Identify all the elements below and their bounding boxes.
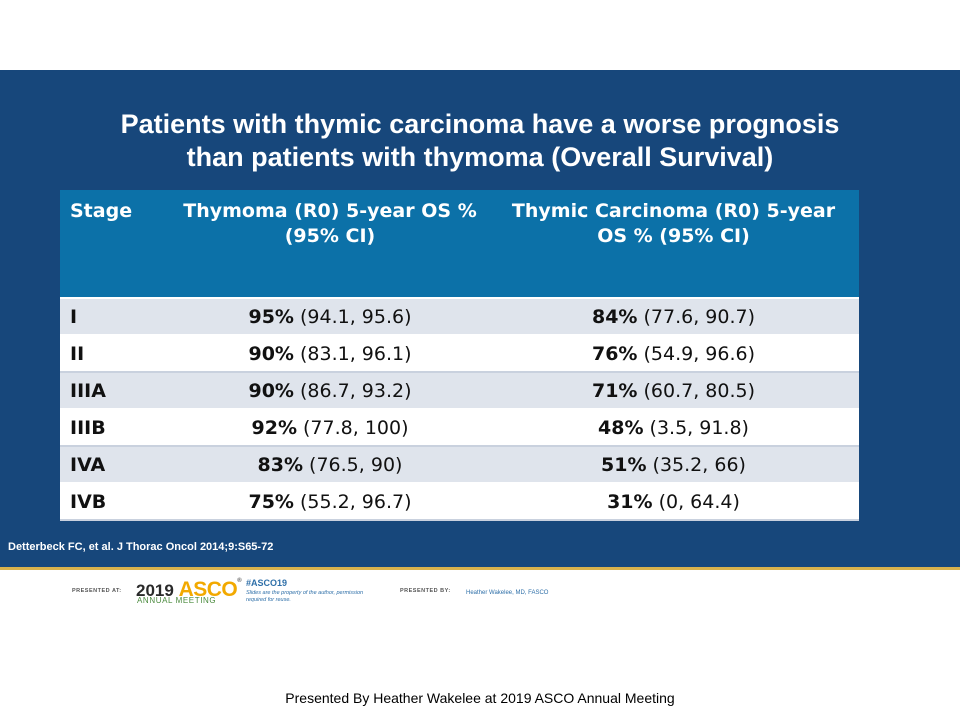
stage-cell: IVA [60,446,172,484]
asco-logo: 2019 ASCO® [136,578,242,602]
carcinoma-cell: 48% (3.5, 91.8) [488,409,859,447]
table-row: IIIA 90% (86.7, 93.2) 71% (60.7, 80.5) [60,372,859,410]
carcinoma-cell: 84% (77.6, 90.7) [488,298,859,336]
thymoma-percent: 90% [248,342,294,365]
carcinoma-ci: (54.9, 96.6) [637,342,756,365]
carcinoma-cell: 71% (60.7, 80.5) [488,372,859,410]
header-thymic-carcinoma: Thymic Carcinoma (R0) 5-year OS % (95% C… [488,190,859,299]
thymoma-ci: (94.1, 95.6) [293,305,412,328]
thymoma-cell: 92% (77.8, 100) [172,409,488,447]
carcinoma-cell: 51% (35.2, 66) [488,446,859,484]
citation: Detterbeck FC, et al. J Thorac Oncol 201… [8,541,274,553]
thymoma-ci: (77.8, 100) [296,416,409,439]
stage-cell: I [60,298,172,336]
carcinoma-ci: (77.6, 90.7) [637,305,756,328]
header-stage: Stage [60,190,172,299]
thymoma-cell: 75% (55.2, 96.7) [172,483,488,521]
thymoma-percent: 95% [248,305,294,328]
table-row: II 90% (83.1, 96.1) 76% (54.9, 96.6) [60,335,859,373]
table-row: IIIB 92% (77.8, 100) 48% (3.5, 91.8) [60,409,859,447]
table-row: IVA 83% (76.5, 90) 51% (35.2, 66) [60,446,859,484]
stage-cell: IIIB [60,409,172,447]
carcinoma-percent: 76% [591,342,638,365]
hashtag: #ASCO19 [246,578,288,588]
carcinoma-ci: (3.5, 91.8) [643,416,749,439]
carcinoma-ci: (60.7, 80.5) [637,379,756,402]
table-row: IVB 75% (55.2, 96.7) 31% (0, 64.4) [60,483,859,521]
presented-by-label: PRESENTED BY: [400,588,451,594]
carcinoma-percent: 71% [591,379,638,402]
slide-title: Patients with thymic carcinoma have a wo… [0,108,960,174]
presenter-name: Heather Wakelee, MD, FASCO [466,590,549,596]
caption: Presented By Heather Wakelee at 2019 ASC… [285,690,675,706]
thymoma-cell: 83% (76.5, 90) [172,446,488,484]
thymoma-ci: (86.7, 93.2) [293,379,412,402]
thymoma-ci: (76.5, 90) [303,453,403,476]
carcinoma-percent: 31% [607,490,653,513]
overall-survival-table: Stage Thymoma (R0) 5-year OS % (95% CI) … [60,190,859,521]
thymoma-cell: 90% (83.1, 96.1) [172,335,488,373]
carcinoma-cell: 31% (0, 64.4) [488,483,859,521]
thymoma-cell: 90% (86.7, 93.2) [172,372,488,410]
slide-title-line-2: than patients with thymoma (Overall Surv… [186,142,774,172]
table-header-row: Stage Thymoma (R0) 5-year OS % (95% CI) … [60,190,859,299]
asco-logo-year: 2019 [136,581,174,600]
carcinoma-cell: 76% (54.9, 96.6) [488,335,859,373]
slides-property-note: Slides are the property of the author, p… [246,590,364,603]
carcinoma-percent: 51% [601,453,647,476]
header-thymoma: Thymoma (R0) 5-year OS % (95% CI) [172,190,488,299]
thymoma-ci: (83.1, 96.1) [293,342,412,365]
thymoma-cell: 95% (94.1, 95.6) [172,298,488,336]
stage-cell: IIIA [60,372,172,410]
carcinoma-percent: 48% [598,416,644,439]
thymoma-percent: 75% [248,490,294,513]
asco-logo-subtitle: ANNUAL MEETING [137,596,217,605]
slide-title-line-1: Patients with thymic carcinoma have a wo… [120,109,840,139]
carcinoma-percent: 84% [591,305,638,328]
stage-cell: II [60,335,172,373]
presented-at-label: PRESENTED AT: [72,588,122,594]
thymoma-ci: (55.2, 96.7) [293,490,412,513]
thymoma-percent: 83% [257,453,304,476]
thymoma-percent: 90% [248,379,294,402]
thymoma-percent: 92% [251,416,297,439]
asco-logo-registered: ® [237,578,242,584]
table-row: I 95% (94.1, 95.6) 84% (77.6, 90.7) [60,298,859,336]
asco-logo-brand: ASCO [178,578,238,601]
carcinoma-ci: (35.2, 66) [646,453,746,476]
footer-divider [0,567,960,570]
stage-cell: IVB [60,483,172,521]
carcinoma-ci: (0, 64.4) [652,490,740,513]
